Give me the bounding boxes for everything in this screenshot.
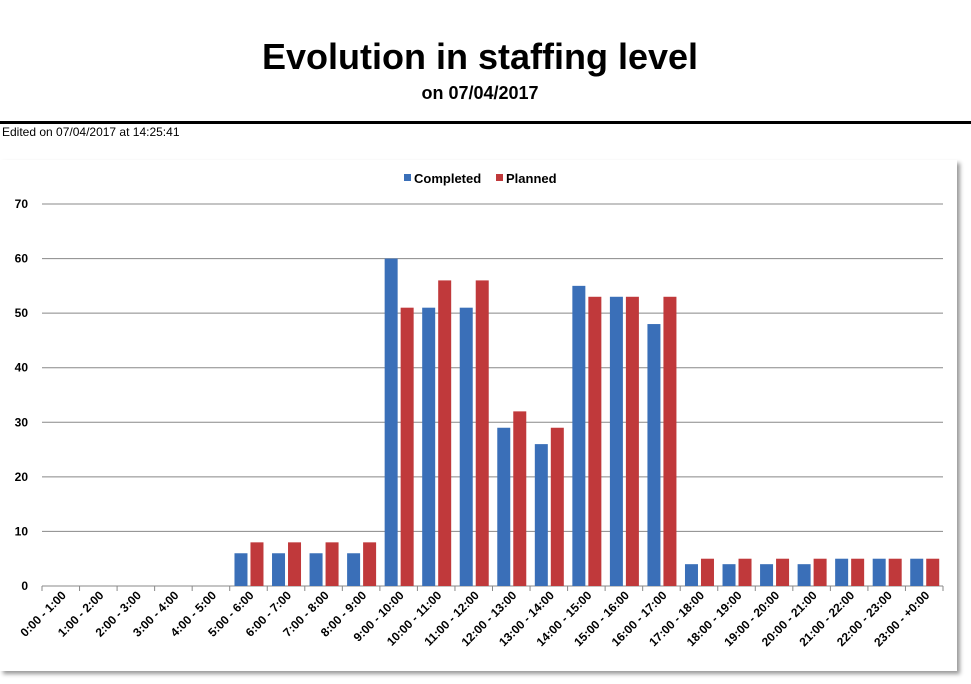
bar-planned — [400, 307, 414, 586]
report-title: Evolution in staffing level — [261, 36, 699, 77]
header-divider — [0, 121, 971, 124]
bar-completed — [684, 564, 698, 586]
report-subtitle: on 07/04/2017 — [421, 83, 539, 103]
legend-label-planned: Planned — [506, 171, 557, 186]
bar-planned — [888, 558, 902, 586]
bar-planned — [700, 558, 714, 586]
y-tick-label: 20 — [15, 470, 29, 484]
bar-completed — [910, 558, 924, 586]
bar-planned — [250, 542, 264, 586]
bar-planned — [851, 558, 865, 586]
bar-planned — [363, 542, 377, 586]
bar-completed — [797, 564, 811, 586]
bar-completed — [572, 285, 586, 586]
bar-completed — [422, 307, 436, 586]
bar-completed — [309, 553, 323, 586]
bar-completed — [497, 427, 511, 586]
legend-swatch-completed — [404, 174, 411, 181]
bar-planned — [926, 558, 940, 586]
bar-planned — [588, 296, 602, 586]
bar-completed — [272, 553, 286, 586]
bar-completed — [609, 296, 623, 586]
bar-completed — [234, 553, 248, 586]
y-tick-label: 0 — [21, 579, 28, 593]
y-tick-label: 40 — [15, 361, 29, 375]
bar-completed — [534, 444, 548, 586]
y-tick-label: 60 — [15, 252, 29, 266]
legend-label-completed: Completed — [414, 171, 481, 186]
bar-planned — [550, 427, 564, 586]
bar-planned — [513, 411, 527, 586]
y-tick-label: 50 — [15, 306, 29, 320]
bar-completed — [760, 564, 774, 586]
bar-planned — [475, 280, 489, 586]
edited-timestamp: Edited on 07/04/2017 at 14:25:41 — [2, 125, 180, 139]
bar-completed — [722, 564, 736, 586]
y-tick-label: 10 — [15, 524, 29, 538]
bar-planned — [776, 558, 790, 586]
bar-completed — [347, 553, 361, 586]
bar-completed — [872, 558, 886, 586]
bar-planned — [813, 558, 827, 586]
bar-planned — [288, 542, 302, 586]
bar-completed — [835, 558, 849, 586]
bar-planned — [325, 542, 339, 586]
y-tick-label: 70 — [15, 197, 29, 211]
bar-completed — [384, 258, 398, 586]
bar-planned — [663, 296, 677, 586]
legend-swatch-planned — [496, 174, 503, 181]
bar-planned — [438, 280, 452, 586]
bar-planned — [738, 558, 752, 586]
bar-completed — [647, 324, 661, 586]
y-tick-label: 30 — [15, 415, 29, 429]
bar-planned — [625, 296, 639, 586]
bar-completed — [459, 307, 473, 586]
